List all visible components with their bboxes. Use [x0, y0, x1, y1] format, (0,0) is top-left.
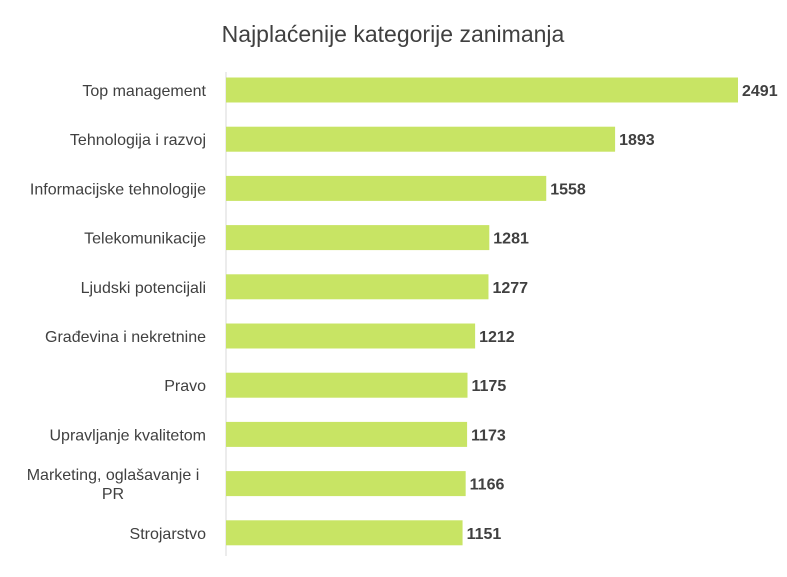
- data-label: 1281: [493, 231, 529, 248]
- category-label: Telekomunikacije: [84, 231, 206, 248]
- data-label: 1277: [492, 280, 528, 297]
- bar: [226, 372, 468, 398]
- bar: [226, 520, 463, 546]
- category-label: Upravljanje kvalitetom: [49, 427, 206, 444]
- category-label: Marketing, oglašavanje i PR: [27, 467, 200, 503]
- data-label: 1558: [550, 181, 586, 198]
- data-label: 1175: [472, 378, 507, 395]
- bar: [226, 274, 489, 300]
- bar: [226, 421, 468, 447]
- bar: [226, 225, 490, 251]
- category-label: Tehnologija i razvoj: [70, 132, 206, 149]
- chart-title: Najplaćenije kategorije zanimanja: [222, 21, 565, 47]
- category-label: Strojarstvo: [130, 526, 207, 543]
- bars: 2491 Top management 1893 Tehnologija i razv…: [27, 77, 778, 546]
- data-label: 1166: [470, 477, 505, 494]
- data-label: 1893: [619, 132, 655, 149]
- bar: [226, 175, 547, 201]
- data-label: 2491: [742, 83, 778, 100]
- category-label: Pravo: [164, 378, 206, 395]
- category-label: Ljudski potencijali: [81, 280, 206, 297]
- bar: [226, 77, 738, 103]
- data-label: 1151: [467, 526, 502, 543]
- bar: [226, 126, 616, 152]
- category-label: Građevina i nekretnine: [45, 329, 206, 346]
- data-label: 1212: [479, 329, 515, 346]
- bar: [226, 471, 466, 497]
- category-label: Informacijske tehnologije: [30, 181, 206, 198]
- bar: [226, 323, 476, 349]
- category-label: Top management: [82, 83, 206, 100]
- data-label: 1173: [471, 427, 506, 444]
